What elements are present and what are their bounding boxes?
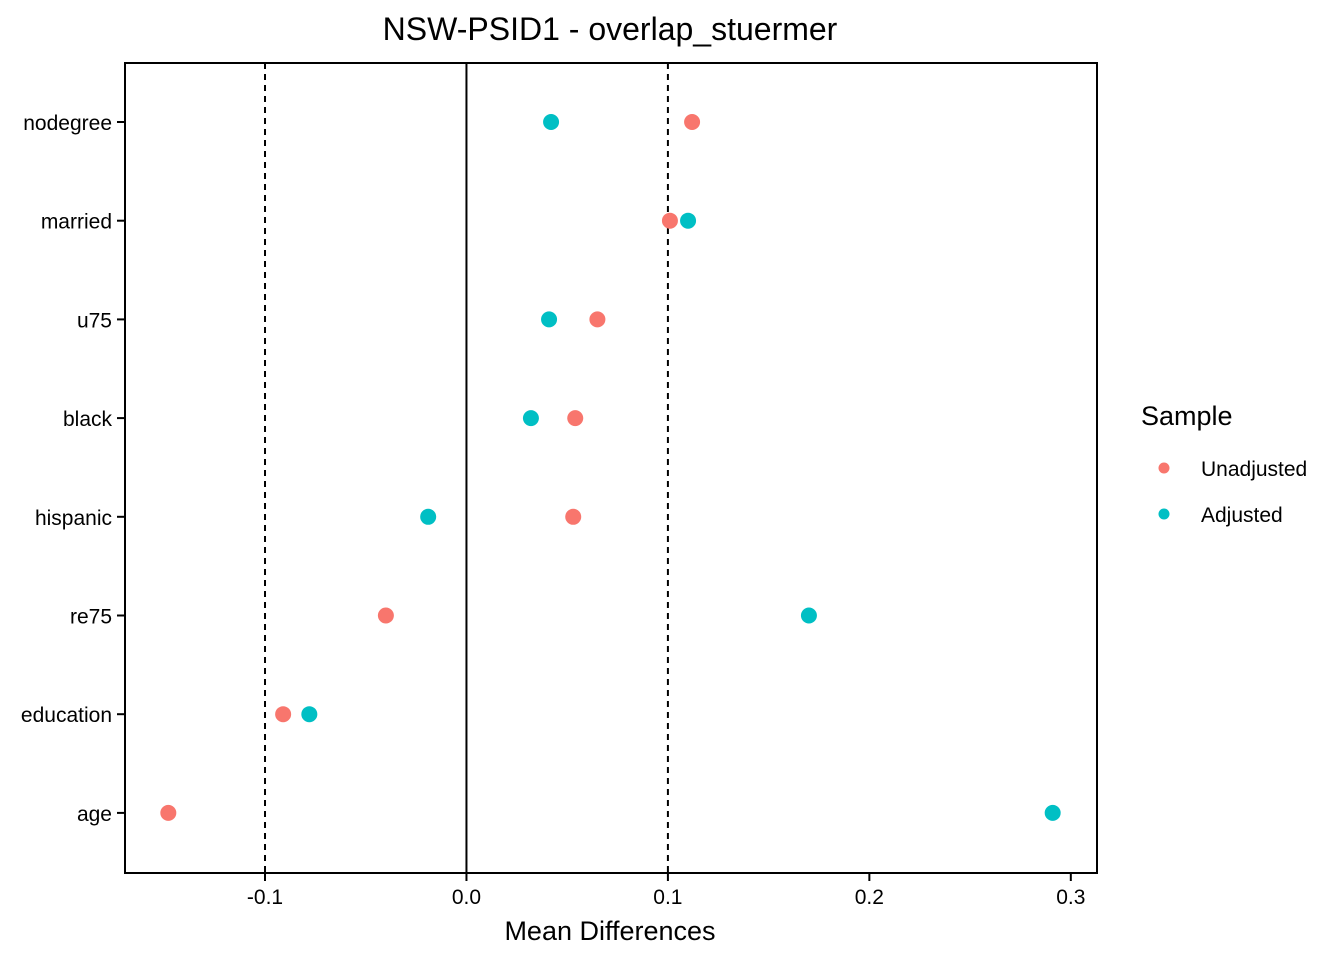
y-tick-label: education [21, 704, 112, 727]
y-tick-label: age [77, 803, 112, 826]
x-tick-label: 0.2 [855, 886, 884, 909]
y-tick-label: married [41, 211, 112, 234]
unadjusted-point-black [567, 410, 584, 427]
x-tick-label: -0.1 [247, 886, 283, 909]
y-tick-label: nodegree [23, 112, 112, 135]
adjusted-point-black [522, 410, 539, 427]
x-axis-label: Mean Differences [504, 916, 715, 946]
x-tick-label: 0.3 [1056, 886, 1085, 909]
y-tick-label: re75 [70, 606, 112, 629]
unadjusted-point-re75 [377, 607, 394, 624]
chart-title: NSW-PSID1 - overlap_stuermer [383, 11, 838, 47]
adjusted-point-u75 [541, 311, 558, 328]
x-tick-label: 0.0 [452, 886, 481, 909]
plot-area: -0.1 0.0 0.1 0.2 0.3 nodegree married u75 black h… [21, 62, 1098, 909]
legend-label-adjusted: Adjusted [1201, 504, 1283, 527]
x-tick-label: 0.1 [653, 886, 682, 909]
y-tick-label: black [63, 408, 113, 431]
unadjusted-point-nodegree [684, 114, 701, 130]
legend-title: Sample [1141, 401, 1233, 431]
legend-key-adjusted [1158, 508, 1170, 520]
legend-key-unadjusted [1158, 462, 1170, 474]
adjusted-point-nodegree [543, 114, 560, 130]
adjusted-point-age [1044, 804, 1061, 821]
y-tick-label: hispanic [35, 507, 112, 530]
unadjusted-point-hispanic [565, 508, 582, 525]
y-tick-label: u75 [77, 309, 112, 332]
unadjusted-point-married [661, 212, 678, 229]
legend: Sample Unadjusted Adjusted [1141, 401, 1307, 527]
adjusted-point-hispanic [420, 508, 437, 525]
legend-label-unadjusted: Unadjusted [1201, 458, 1307, 481]
unadjusted-point-age [160, 804, 177, 821]
adjusted-point-married [680, 212, 697, 229]
adjusted-point-re75 [800, 607, 817, 624]
plot-panel-border [124, 62, 1098, 874]
unadjusted-point-education [275, 706, 292, 723]
adjusted-point-education [301, 706, 318, 723]
unadjusted-point-u75 [589, 311, 606, 328]
